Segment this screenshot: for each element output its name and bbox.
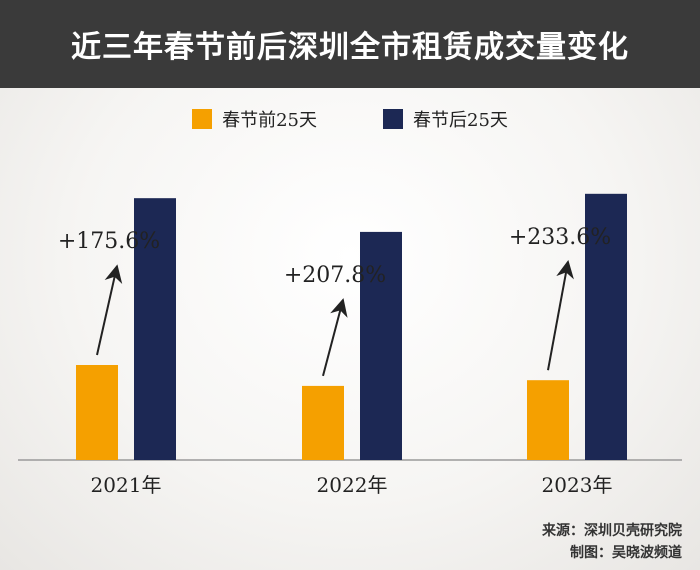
growth-label: +175.6% <box>58 229 160 254</box>
growth-arrow <box>547 260 574 371</box>
growth-label: +233.6% <box>509 225 611 250</box>
legend-item-after: 春节后25天 <box>383 106 508 132</box>
chart-title: 近三年春节前后深圳全市租赁成交量变化 <box>71 30 629 65</box>
source-note: 来源：深圳贝壳研究院 <box>542 523 682 539</box>
growth-arrow <box>96 264 123 356</box>
footer: 来源：深圳贝壳研究院 制图：吴晓波频道 <box>542 520 682 564</box>
legend-label-after: 春节后25天 <box>413 110 508 131</box>
x-tick-label: 2021年 <box>91 473 162 497</box>
bar-before-3 <box>527 380 569 460</box>
legend-item-before: 春节前25天 <box>192 106 317 132</box>
legend-swatch-after <box>383 109 403 129</box>
bar-before-1 <box>76 365 118 460</box>
bar-after-2 <box>360 231 402 460</box>
growth-label: +207.8% <box>284 263 386 288</box>
bar-after-1 <box>134 198 176 460</box>
legend-label-before: 春节前25天 <box>222 110 317 131</box>
author-note: 制图：吴晓波频道 <box>570 545 682 561</box>
bar-after-3 <box>585 193 627 460</box>
growth-arrow <box>322 298 348 377</box>
bar-before-2 <box>302 385 344 460</box>
title-bar: 近三年春节前后深圳全市租赁成交量变化 <box>0 0 700 88</box>
legend: 春节前25天 春节后25天 <box>0 106 700 132</box>
x-tick-label: 2022年 <box>317 473 388 497</box>
x-tick-label: 2023年 <box>542 473 613 497</box>
legend-swatch-before <box>192 109 213 129</box>
